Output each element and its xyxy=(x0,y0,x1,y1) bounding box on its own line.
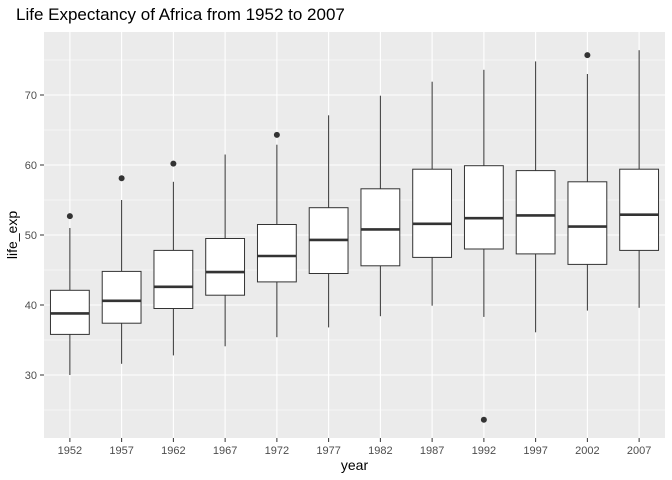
x-axis-title: year xyxy=(341,457,369,473)
x-tick-label: 1957 xyxy=(109,445,133,457)
box-1967 xyxy=(205,154,246,347)
box-1957 xyxy=(101,175,142,364)
x-tick-label: 1982 xyxy=(368,445,392,457)
box-iqr xyxy=(515,170,556,255)
outlier-point xyxy=(170,160,177,167)
x-tick-label: 1992 xyxy=(472,445,496,457)
box-iqr xyxy=(101,270,142,324)
box-1977 xyxy=(308,115,349,328)
y-tick-label: 50 xyxy=(25,230,37,242)
outlier-point xyxy=(66,213,73,220)
x-tick-label: 2002 xyxy=(575,445,599,457)
box-1972 xyxy=(256,131,297,338)
box-iqr xyxy=(412,168,453,258)
box-iqr xyxy=(360,188,401,267)
box-iqr xyxy=(153,249,194,309)
x-tick-label: 1977 xyxy=(316,445,340,457)
box-1987 xyxy=(412,81,453,306)
outlier-point xyxy=(480,416,487,423)
box-2002 xyxy=(567,52,608,311)
boxplot-series xyxy=(49,50,660,423)
y-tick-label: 70 xyxy=(25,90,37,102)
chart-title: Life Expectancy of Africa from 1952 to 2… xyxy=(16,5,345,24)
x-tick-label: 1987 xyxy=(420,445,444,457)
box-1962 xyxy=(153,160,194,356)
x-tick-label: 1952 xyxy=(58,445,82,457)
box-1982 xyxy=(360,95,401,317)
box-2007 xyxy=(619,50,660,308)
box-1997 xyxy=(515,61,556,333)
box-iqr xyxy=(463,165,504,250)
x-tick-label: 1967 xyxy=(213,445,237,457)
x-tick-label: 2007 xyxy=(627,445,651,457)
box-iqr xyxy=(205,238,246,296)
outlier-point xyxy=(118,175,125,182)
x-tick-label: 1972 xyxy=(265,445,289,457)
y-axis-title: life_exp xyxy=(4,211,20,259)
y-axis: 30 40 50 60 70 xyxy=(25,90,44,382)
box-iqr xyxy=(256,224,297,283)
outlier-point xyxy=(584,52,591,59)
x-axis: 1952 1957 1962 1967 1972 1977 1982 1987 1992 1997… xyxy=(58,438,651,457)
box-iqr xyxy=(619,168,660,251)
y-tick-label: 30 xyxy=(25,370,37,382)
x-tick-label: 1962 xyxy=(161,445,185,457)
outlier-point xyxy=(273,131,280,138)
box-1992 xyxy=(463,69,504,423)
y-tick-label: 40 xyxy=(25,300,37,312)
x-tick-label: 1997 xyxy=(523,445,547,457)
y-tick-label: 60 xyxy=(25,160,37,172)
box-iqr xyxy=(567,181,608,265)
box-1952 xyxy=(49,213,90,375)
